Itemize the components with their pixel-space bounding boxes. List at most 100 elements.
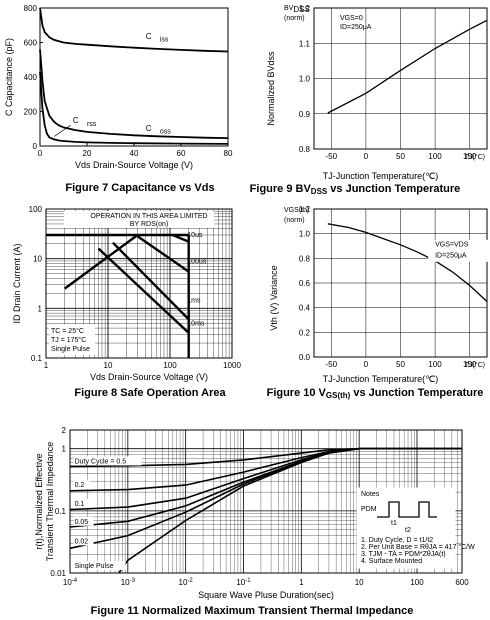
- x-tick-label: 0: [38, 149, 43, 158]
- banner-bg: [64, 211, 214, 228]
- figure-caption: Figure 9 BVDSS vs Junction Temperature: [250, 183, 461, 196]
- series-100us: [135, 234, 190, 273]
- pulse-label-100us: 100us: [187, 258, 207, 265]
- series-label-ciss: C: [146, 32, 152, 41]
- series-label-bg: [73, 480, 90, 490]
- notes-box: [356, 487, 456, 569]
- notes-t1: t1: [391, 520, 397, 527]
- x-tick-label: 10-4: [63, 578, 78, 587]
- series-label-coss: C: [146, 124, 152, 133]
- series-label-bg: [73, 561, 126, 571]
- x-tick-label: 10-2: [179, 578, 194, 587]
- x-tick-label: 100: [428, 360, 442, 369]
- x-axis-label: TJ-Junction Temperature(℃): [323, 374, 438, 384]
- chart-vgsth: -50 0 50 100 150 0.0 0.2 0.4 0.6 0.8 1.0 1.2 VGS=VDS…: [267, 205, 490, 400]
- x-tick-label: 40: [130, 149, 139, 158]
- series-label: Single Pulse: [75, 563, 114, 570]
- series-10us: [172, 233, 190, 243]
- pulse-label-10us: 10us: [187, 232, 203, 239]
- y-tick-label: 1.0: [299, 75, 311, 84]
- y-tick-label: 1.2: [299, 205, 311, 214]
- series-label: 0.1: [75, 501, 85, 508]
- series-label-bg: [73, 516, 94, 526]
- series-1ms: [112, 241, 190, 321]
- rds-on-limit-line: [63, 234, 139, 290]
- y-unit-label: BVDSS: [284, 5, 310, 14]
- y-axis-label: Vth (V) Variance: [269, 265, 279, 330]
- series-label-bg: [73, 456, 142, 466]
- y-tick-label: 800: [24, 4, 38, 13]
- notes-t2: t2: [405, 527, 411, 534]
- x-axis-label: Vds Drain-Source Voltage (V): [75, 160, 193, 170]
- x-tick-label: 20: [83, 149, 92, 158]
- x-axis-label: Square Wave Pluse Duration(sec): [198, 590, 334, 600]
- notes-item: 3. TJM - TA = PDM*ZθJA(t): [361, 551, 446, 558]
- x-tick-label: -50: [326, 360, 338, 369]
- x-tick-label: 150: [463, 360, 477, 369]
- y-axis-label: ID Drain Current (A): [12, 243, 22, 323]
- crss-pointer: [53, 125, 71, 137]
- series-label: Duty Cycle = 0.5: [75, 458, 127, 465]
- series-label-bg: [73, 536, 94, 546]
- y-tick-label: 0.6: [299, 279, 311, 288]
- x-axis-label: TJ-Junction Temperature(℃): [323, 171, 438, 181]
- pulse-label-10ms: 10ms: [187, 321, 205, 328]
- series-label-crss: C: [73, 116, 79, 125]
- y-tick-label: 0.4: [299, 304, 311, 313]
- y-tick-label: 1.1: [299, 39, 311, 48]
- x-tick-label: 1000: [223, 361, 241, 370]
- series-label-ciss-sub: iss: [160, 37, 169, 44]
- y-axis-label-1: r(t),Normalized Effective: [34, 453, 44, 549]
- y-tick-label: 200: [24, 108, 38, 117]
- series-coss: [39, 49, 229, 139]
- x-tick-label: 100: [428, 152, 442, 161]
- y-tick-label: 2: [62, 426, 67, 435]
- series-bvdss: [327, 19, 488, 114]
- y-tick-label: 1.0: [299, 230, 311, 239]
- area-limit-banner: OPERATION IN THIS AREA LIMITED: [90, 213, 207, 220]
- condition-vgs: VGS=0: [340, 15, 363, 22]
- y-tick-label: 0.0: [299, 353, 311, 362]
- y-unit-norm: (norm): [284, 15, 305, 22]
- x-tick-label: 0: [364, 152, 369, 161]
- notes-item: 2. Per Unit Base = RθJA = 417 °C/W: [361, 543, 475, 551]
- x-tick-label: 100: [410, 578, 424, 587]
- y-tick-label: 0.8: [299, 254, 311, 263]
- figure-caption: Figure 11 Normalized Maximum Transient T…: [91, 605, 414, 617]
- x-tick-label: 10-3: [121, 578, 136, 587]
- series-label: 0.05: [75, 519, 89, 526]
- series-vgsth: [327, 223, 488, 302]
- y-tick-label: 0.1: [31, 354, 43, 363]
- y-tick-label: 400: [24, 73, 38, 82]
- series-ciss: [39, 7, 229, 53]
- x-tick-label: 100: [163, 361, 177, 370]
- x-tick-label: 50: [396, 360, 405, 369]
- x-tick-label: 600: [455, 578, 469, 587]
- y-tick-label: 0: [33, 142, 38, 151]
- x-unit-label: TJ(°C): [465, 153, 485, 161]
- y-tick-label: 0.2: [299, 328, 311, 337]
- plot-frame: [39, 7, 229, 147]
- x-axis-label: Vds Drain-Source Voltage (V): [90, 372, 208, 382]
- y-tick-label: 1: [62, 445, 67, 454]
- pulse-waveform: [377, 501, 437, 518]
- x-unit-label: TJ(°C): [465, 361, 485, 369]
- x-tick-label: 50: [396, 152, 405, 161]
- x-tick-label: 1: [299, 578, 304, 587]
- notes-pdm: PDM: [361, 506, 377, 513]
- series-label-bg: [73, 498, 90, 508]
- x-tick-label: -50: [326, 152, 338, 161]
- x-tick-label: 60: [177, 149, 186, 158]
- x-tick-label: 150: [463, 152, 477, 161]
- y-unit-norm: (norm): [284, 217, 305, 224]
- pulse-label-1ms: 1ms: [187, 298, 201, 305]
- y-tick-label: 0.8: [299, 145, 311, 154]
- y-tick-label: 1: [38, 304, 43, 313]
- notes-title: Notes: [361, 491, 380, 498]
- conditions-bg: [428, 239, 490, 262]
- series-10ms: [97, 247, 190, 334]
- condition-vgs: VGS=VDS: [435, 241, 469, 248]
- x-tick-label: 10-1: [236, 578, 251, 587]
